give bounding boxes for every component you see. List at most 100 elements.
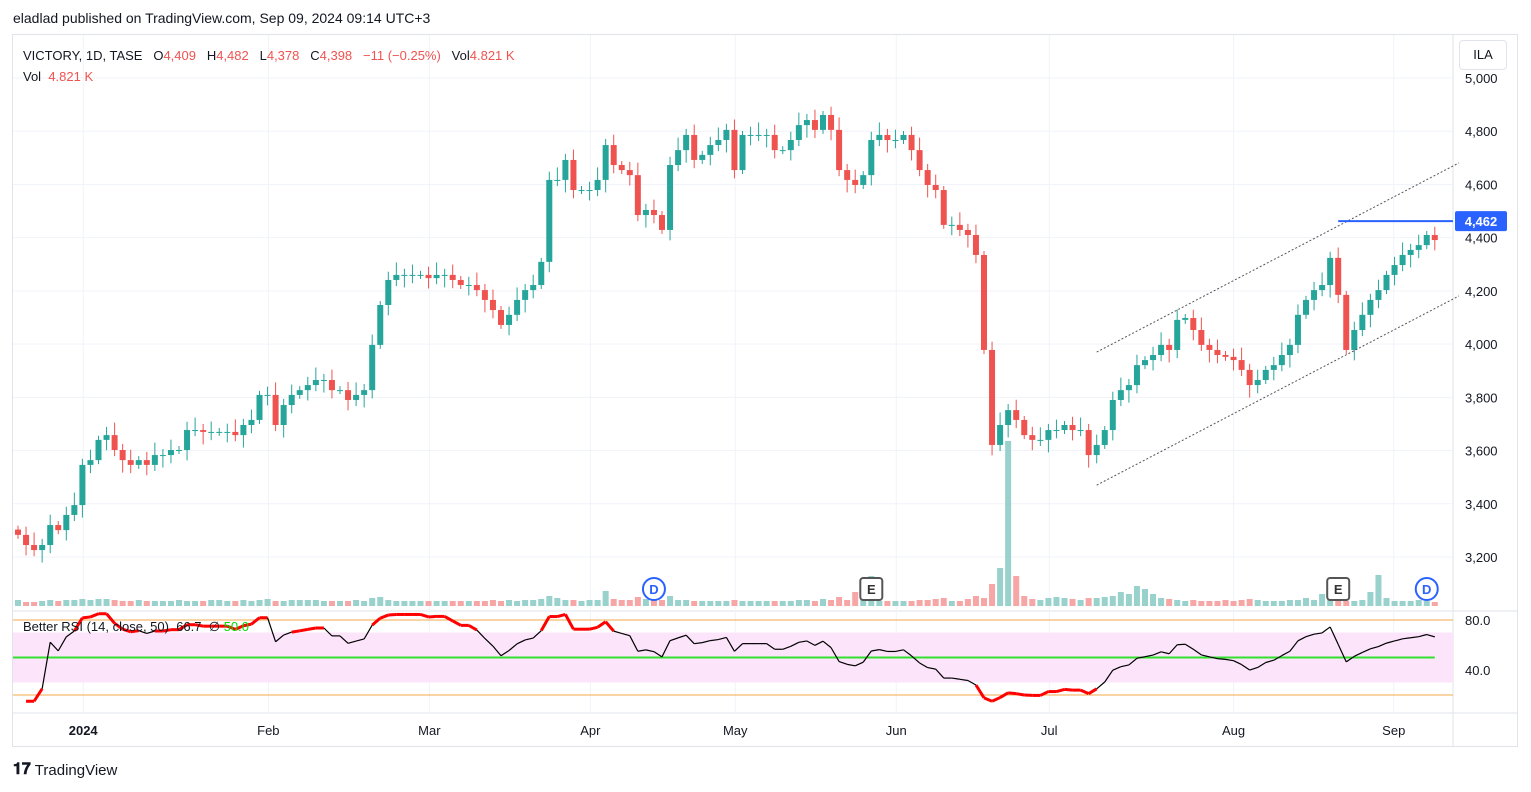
vol-value: 4.821 K: [469, 48, 515, 63]
candle-body: [1423, 234, 1430, 246]
earnings-icon: [1326, 577, 1351, 601]
rsi-line-segment: [1329, 626, 1339, 645]
candle-body: [304, 385, 311, 391]
candle: [868, 131, 875, 186]
candle-body: [143, 460, 150, 465]
volume-bar: [498, 601, 504, 606]
candle-body: [393, 274, 400, 280]
volume-bar: [981, 598, 987, 606]
rsi-line-segment: [991, 696, 1001, 703]
candle: [377, 300, 384, 349]
candle-body: [280, 405, 287, 425]
candle: [296, 386, 303, 399]
candle-body: [844, 170, 851, 180]
candle-body: [836, 129, 843, 171]
volume-bar: [71, 600, 78, 606]
volume-bar: [1206, 601, 1213, 606]
candle: [1423, 231, 1430, 250]
candle: [844, 163, 851, 193]
candle-body: [594, 179, 601, 191]
volume-bar: [200, 601, 207, 606]
rsi-line-segment: [694, 642, 703, 645]
rsi-line-segment: [1039, 690, 1050, 697]
rsi-legend[interactable]: Better RSI (14, close, 50) 66.7 ∅ 50.0: [23, 619, 249, 635]
event-label: E: [1334, 582, 1343, 597]
volume-bar: [916, 600, 923, 606]
tradingview-logo[interactable]: 𝟏𝟕 TradingView: [13, 761, 117, 779]
rsi-line-segment: [1313, 632, 1323, 635]
candle-body: [876, 134, 883, 141]
rsi-line-segment: [65, 630, 75, 638]
volume-bar: [610, 599, 617, 606]
volume-bar: [586, 600, 593, 606]
rsi-line-segment: [82, 615, 91, 620]
time-tick-label: Sep: [1382, 723, 1405, 738]
rsi-line-segment: [629, 635, 639, 652]
candle: [634, 162, 641, 222]
candle: [409, 264, 416, 284]
candle-body: [618, 165, 625, 171]
symbol-title[interactable]: VICTORY, 1D, TASE: [23, 48, 143, 63]
candle-body: [417, 274, 424, 276]
candle: [320, 373, 327, 393]
candle: [1294, 304, 1301, 354]
price-label-badge: [1455, 211, 1507, 232]
candle: [1343, 290, 1350, 354]
candle-body: [602, 145, 609, 180]
candle: [63, 506, 70, 541]
candle-body: [377, 304, 384, 345]
volume-bar: [119, 601, 126, 606]
candle: [176, 446, 182, 454]
candle: [240, 418, 247, 448]
candle-body: [345, 390, 352, 400]
rsi-line-segment: [49, 641, 59, 652]
candle-body: [401, 274, 408, 276]
candle: [715, 127, 722, 152]
volume-bar: [1278, 601, 1285, 606]
volume-bar: [659, 600, 665, 606]
volume-bar: [328, 601, 335, 606]
volume-bar: [489, 600, 496, 606]
rsi-line-segment: [89, 612, 100, 619]
volume-bar: [449, 601, 456, 606]
candle-body: [1230, 356, 1237, 361]
candle-body: [1270, 365, 1277, 370]
candle-body: [433, 274, 440, 279]
volume-bar: [256, 600, 263, 606]
candle: [1125, 378, 1132, 403]
volume-bar: [1431, 602, 1438, 606]
volume-bar: [731, 600, 738, 606]
candle: [997, 412, 1004, 452]
candle-body: [892, 140, 899, 142]
rsi-line-segment: [967, 679, 977, 686]
close-value: 4,398: [319, 48, 353, 63]
candle-body: [39, 545, 46, 551]
candle: [465, 276, 472, 296]
earnings-icon: [859, 577, 884, 601]
volume-bar: [1158, 598, 1165, 606]
candle-body: [779, 150, 786, 152]
candle: [401, 268, 408, 288]
volume-bar: [417, 601, 424, 606]
candle: [433, 262, 440, 285]
candle: [723, 123, 730, 153]
currency-button[interactable]: ILA: [1459, 40, 1507, 70]
volume-bar: [924, 600, 931, 606]
volume-bar: [159, 601, 166, 606]
volume-indicator-label[interactable]: Vol: [23, 69, 42, 84]
volume-bar: [546, 596, 553, 606]
rsi-line-segment: [178, 623, 188, 631]
rsi-line-segment: [476, 629, 486, 639]
candle: [1061, 421, 1068, 435]
candle: [135, 456, 142, 469]
rsi-symbol: ∅: [208, 619, 221, 634]
candle-body: [353, 394, 360, 400]
rsi-line-segment: [1257, 661, 1267, 668]
rsi-line-segment: [451, 619, 462, 627]
candle: [1415, 234, 1422, 259]
volume-bar: [1053, 597, 1060, 606]
volume-bar: [47, 600, 54, 606]
rsi-line-segment: [903, 649, 912, 657]
volume-bar: [763, 601, 770, 606]
